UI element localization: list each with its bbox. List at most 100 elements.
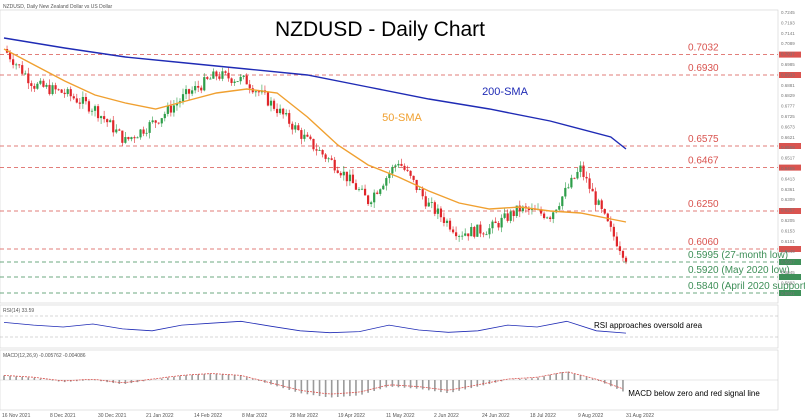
candle-body [163,113,166,119]
candle-body [166,105,169,114]
macd-bar [343,380,345,397]
macd-bar [179,375,181,380]
candle-body [618,246,622,251]
candle-body [39,80,42,84]
candle-body [42,80,45,87]
candle-body [57,89,60,91]
candle-body [187,89,191,94]
candle-body [330,158,333,160]
candle-body [242,75,245,77]
candle-body [309,136,312,139]
macd-bar [167,377,169,380]
macd-bar [336,380,339,398]
macd-bar [355,380,357,396]
macd-bar [500,380,503,382]
x-tick-label: 11 May 2022 [386,413,415,419]
candle-body [512,211,515,217]
y-tick-label: 0.6933 [781,72,795,77]
chart-title: NZDUSD - Daily Chart [275,18,485,41]
candle-body [370,202,373,205]
macd-bar [21,376,24,380]
candle-body [103,116,106,120]
x-tick-label: 8 Dec 2021 [50,413,76,419]
macd-bar [391,380,394,387]
x-tick-label: 31 Aug 2022 [626,413,654,419]
macd-bar [324,380,327,397]
candle-body [360,188,364,190]
level-label: 0.6060 [688,237,719,248]
candle-body [84,96,88,102]
macd-bar [294,380,297,392]
y-tick-label: 0.5841 [781,291,795,296]
macd-bar [185,375,187,380]
candle-body [597,200,600,205]
candle-body [269,100,273,106]
candle-body [300,130,303,139]
candle-body [51,85,54,95]
macd-bar [452,380,454,393]
candle-body [615,236,618,247]
candle-body [412,175,415,180]
macd-bar [173,376,175,380]
level-price-tag [779,208,801,214]
candle-body [160,118,163,124]
macd-bar [531,378,533,380]
candle-body [21,65,24,74]
sma-layer [3,37,627,223]
macd-label: MACD(12,26,9) -0.005762 -0.004086 [3,353,86,359]
macd-annotation: MACD below zero and red signal line [628,389,760,398]
candle-body [248,84,251,89]
candle-body [339,172,342,176]
macd-bar [622,380,624,392]
candle-body [221,71,224,79]
level-label: 0.7032 [688,43,719,54]
macd-bar [27,377,30,380]
candle-body [373,192,376,203]
candle-body [154,120,157,123]
candle-body [112,120,115,133]
candle-body [12,59,15,65]
candle-body [461,235,464,237]
sma-line [3,37,627,150]
candle-body [124,137,127,143]
x-tick-label: 19 Apr 2022 [338,413,365,419]
candle-body [588,178,591,189]
macd-bar [470,380,473,389]
y-tick-label: 0.6985 [781,62,795,67]
y-tick-label: 0.7193 [781,20,795,25]
macd-bar [215,373,218,380]
candle-body [497,223,500,228]
y-tick-label: 0.6881 [781,83,795,88]
macd-signal-line [3,371,624,395]
x-tick-label: 9 Aug 2022 [578,413,604,419]
candle-body [549,217,552,219]
sma50-label: 50-SMA [382,112,422,124]
y-tick-label: 0.7141 [781,31,795,36]
macd-bar [252,379,254,380]
candle-body [518,205,521,212]
candle-body [218,76,221,79]
candle-body [151,120,154,123]
candle-body [430,202,433,204]
candle-body [606,213,609,222]
macd-bar [100,380,102,382]
candle-body [391,166,394,174]
y-tick-label: 0.6257 [781,208,795,213]
macd-bar [282,380,284,389]
y-tick-label: 0.6673 [781,124,795,129]
level-price-tag [779,290,801,296]
candle-body [482,233,485,235]
macd-bar [312,380,315,396]
candle-body [467,233,470,237]
candle-body [458,236,461,237]
macd-bar [160,378,163,380]
candle-body [169,105,172,113]
candle-body [564,187,567,197]
candle-body [224,71,227,73]
macd-bar [543,376,545,380]
macd-bar [318,380,321,397]
level-label: 0.6467 [688,156,719,167]
macd-bar [306,380,309,395]
candle-body [72,96,75,99]
candle-body [476,224,479,237]
